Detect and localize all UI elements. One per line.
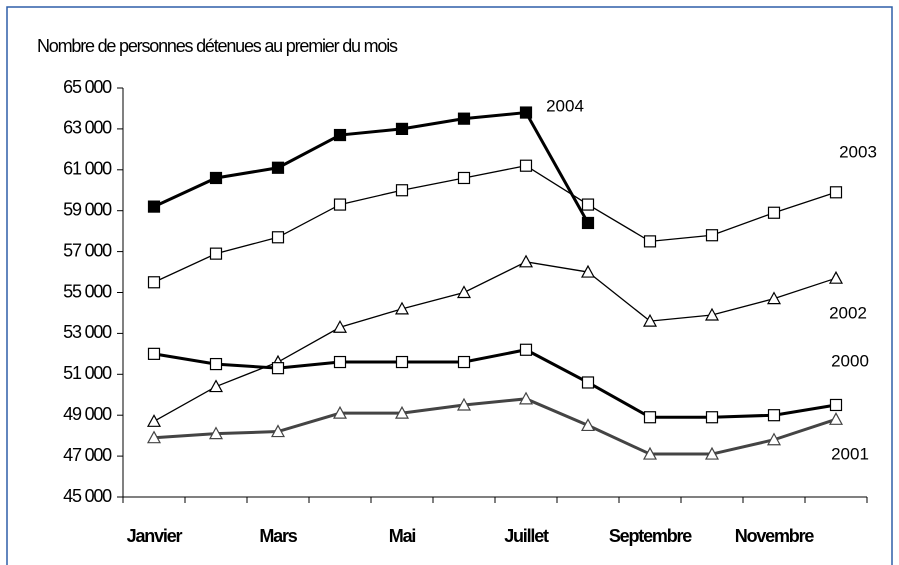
x-tick-label: Novembre bbox=[735, 526, 815, 546]
marker bbox=[643, 235, 657, 248]
marker bbox=[457, 355, 471, 369]
y-tick-label: 57 000 bbox=[63, 240, 112, 260]
marker bbox=[395, 355, 409, 369]
y-tick-label: 65 000 bbox=[63, 77, 112, 97]
series-line bbox=[153, 110, 590, 224]
marker bbox=[642, 313, 658, 327]
marker bbox=[271, 362, 285, 375]
marker bbox=[209, 171, 223, 185]
marker bbox=[767, 409, 781, 422]
marker bbox=[643, 411, 657, 424]
marker bbox=[147, 200, 161, 213]
x-tick-label: Juillet bbox=[504, 526, 549, 546]
marker bbox=[208, 379, 224, 393]
marker bbox=[580, 264, 596, 278]
marker bbox=[147, 276, 161, 289]
marker bbox=[394, 301, 410, 315]
series-label: 2000 bbox=[831, 351, 869, 370]
marker bbox=[705, 229, 719, 242]
marker bbox=[457, 171, 471, 185]
marker bbox=[581, 216, 595, 230]
marker bbox=[333, 198, 347, 211]
marker bbox=[518, 391, 534, 405]
marker bbox=[828, 412, 844, 425]
marker bbox=[705, 411, 719, 424]
marker bbox=[767, 206, 781, 219]
marker bbox=[208, 426, 224, 440]
chart-title: Nombre de personnes détenues au premier … bbox=[37, 36, 398, 56]
marker bbox=[829, 398, 843, 412]
marker bbox=[209, 247, 223, 260]
marker bbox=[333, 128, 347, 142]
y-tick-label: 55 000 bbox=[63, 281, 112, 301]
series-line bbox=[153, 348, 837, 419]
x-tick-label: Mai bbox=[389, 526, 416, 546]
marker bbox=[456, 397, 472, 411]
y-tick-label: 51 000 bbox=[63, 363, 112, 383]
x-tick-label: Janvier bbox=[127, 526, 183, 546]
marker bbox=[332, 320, 348, 333]
marker bbox=[395, 122, 409, 136]
series-label: 2001 bbox=[831, 444, 869, 463]
marker bbox=[642, 446, 658, 460]
series-label: 2003 bbox=[839, 142, 877, 161]
marker bbox=[146, 430, 162, 444]
x-tick-label: Mars bbox=[259, 526, 297, 546]
marker bbox=[766, 432, 782, 446]
marker bbox=[519, 106, 533, 119]
marker bbox=[457, 112, 471, 125]
chart-frame bbox=[6, 6, 893, 565]
marker bbox=[147, 347, 161, 360]
y-tick-label: 45 000 bbox=[63, 486, 112, 506]
y-tick-label: 63 000 bbox=[63, 118, 112, 138]
marker bbox=[704, 446, 720, 460]
marker bbox=[333, 355, 347, 369]
marker bbox=[395, 184, 409, 197]
marker bbox=[271, 161, 285, 174]
marker bbox=[271, 231, 285, 244]
y-tick-label: 49 000 bbox=[63, 404, 112, 424]
marker bbox=[209, 357, 223, 371]
y-tick-label: 59 000 bbox=[63, 199, 112, 219]
marker bbox=[828, 270, 844, 284]
marker bbox=[394, 405, 410, 419]
marker bbox=[332, 405, 348, 419]
marker bbox=[518, 254, 534, 268]
series-label: 2004 bbox=[546, 96, 584, 115]
y-tick-label: 53 000 bbox=[63, 322, 112, 342]
marker bbox=[519, 343, 533, 356]
marker bbox=[581, 198, 595, 211]
x-tick-label: Septembre bbox=[609, 526, 692, 546]
marker bbox=[519, 159, 533, 172]
marker bbox=[270, 424, 286, 438]
marker bbox=[704, 307, 720, 321]
series-label: 2002 bbox=[829, 303, 867, 322]
marker bbox=[766, 291, 782, 305]
marker bbox=[581, 376, 595, 389]
marker bbox=[580, 418, 596, 432]
series-line bbox=[153, 397, 837, 456]
marker bbox=[146, 414, 162, 427]
y-tick-label: 47 000 bbox=[63, 445, 112, 465]
y-tick-label: 61 000 bbox=[63, 159, 112, 179]
marker bbox=[829, 186, 843, 199]
marker bbox=[456, 285, 472, 299]
series-line bbox=[153, 165, 837, 283]
